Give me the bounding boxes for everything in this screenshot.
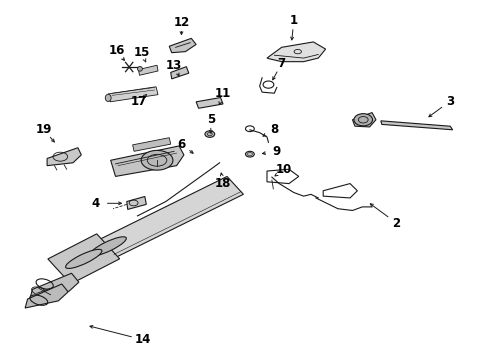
- Text: 4: 4: [92, 197, 100, 210]
- Polygon shape: [133, 138, 171, 151]
- Ellipse shape: [205, 131, 215, 137]
- Polygon shape: [111, 146, 184, 176]
- Text: 18: 18: [215, 177, 231, 190]
- Text: 17: 17: [130, 95, 147, 108]
- Polygon shape: [196, 98, 223, 108]
- Ellipse shape: [138, 67, 143, 71]
- Text: 13: 13: [166, 59, 182, 72]
- Text: 6: 6: [177, 138, 186, 150]
- Text: 19: 19: [35, 123, 52, 136]
- Ellipse shape: [354, 114, 372, 126]
- Polygon shape: [30, 273, 79, 298]
- Text: 2: 2: [392, 216, 400, 230]
- Polygon shape: [352, 113, 376, 127]
- Polygon shape: [127, 197, 147, 210]
- Text: 11: 11: [215, 87, 231, 100]
- Polygon shape: [48, 234, 120, 284]
- Polygon shape: [169, 39, 196, 53]
- Ellipse shape: [90, 237, 126, 256]
- Text: 8: 8: [270, 123, 278, 136]
- Polygon shape: [381, 121, 453, 130]
- Polygon shape: [108, 87, 158, 102]
- Text: 10: 10: [276, 163, 292, 176]
- Polygon shape: [139, 65, 158, 75]
- Ellipse shape: [105, 94, 111, 102]
- Text: 9: 9: [272, 145, 281, 158]
- Ellipse shape: [141, 150, 173, 170]
- Polygon shape: [171, 67, 189, 79]
- Text: 16: 16: [109, 44, 125, 57]
- Text: 3: 3: [446, 95, 454, 108]
- Polygon shape: [267, 42, 326, 62]
- Polygon shape: [100, 176, 244, 257]
- Polygon shape: [25, 284, 68, 308]
- Text: 15: 15: [133, 46, 149, 59]
- Text: 5: 5: [207, 113, 215, 126]
- Text: 7: 7: [277, 57, 286, 70]
- Ellipse shape: [66, 249, 102, 269]
- Polygon shape: [47, 148, 81, 166]
- Text: 1: 1: [290, 14, 298, 27]
- Ellipse shape: [245, 151, 254, 157]
- Text: 14: 14: [134, 333, 150, 346]
- Text: 12: 12: [173, 16, 190, 29]
